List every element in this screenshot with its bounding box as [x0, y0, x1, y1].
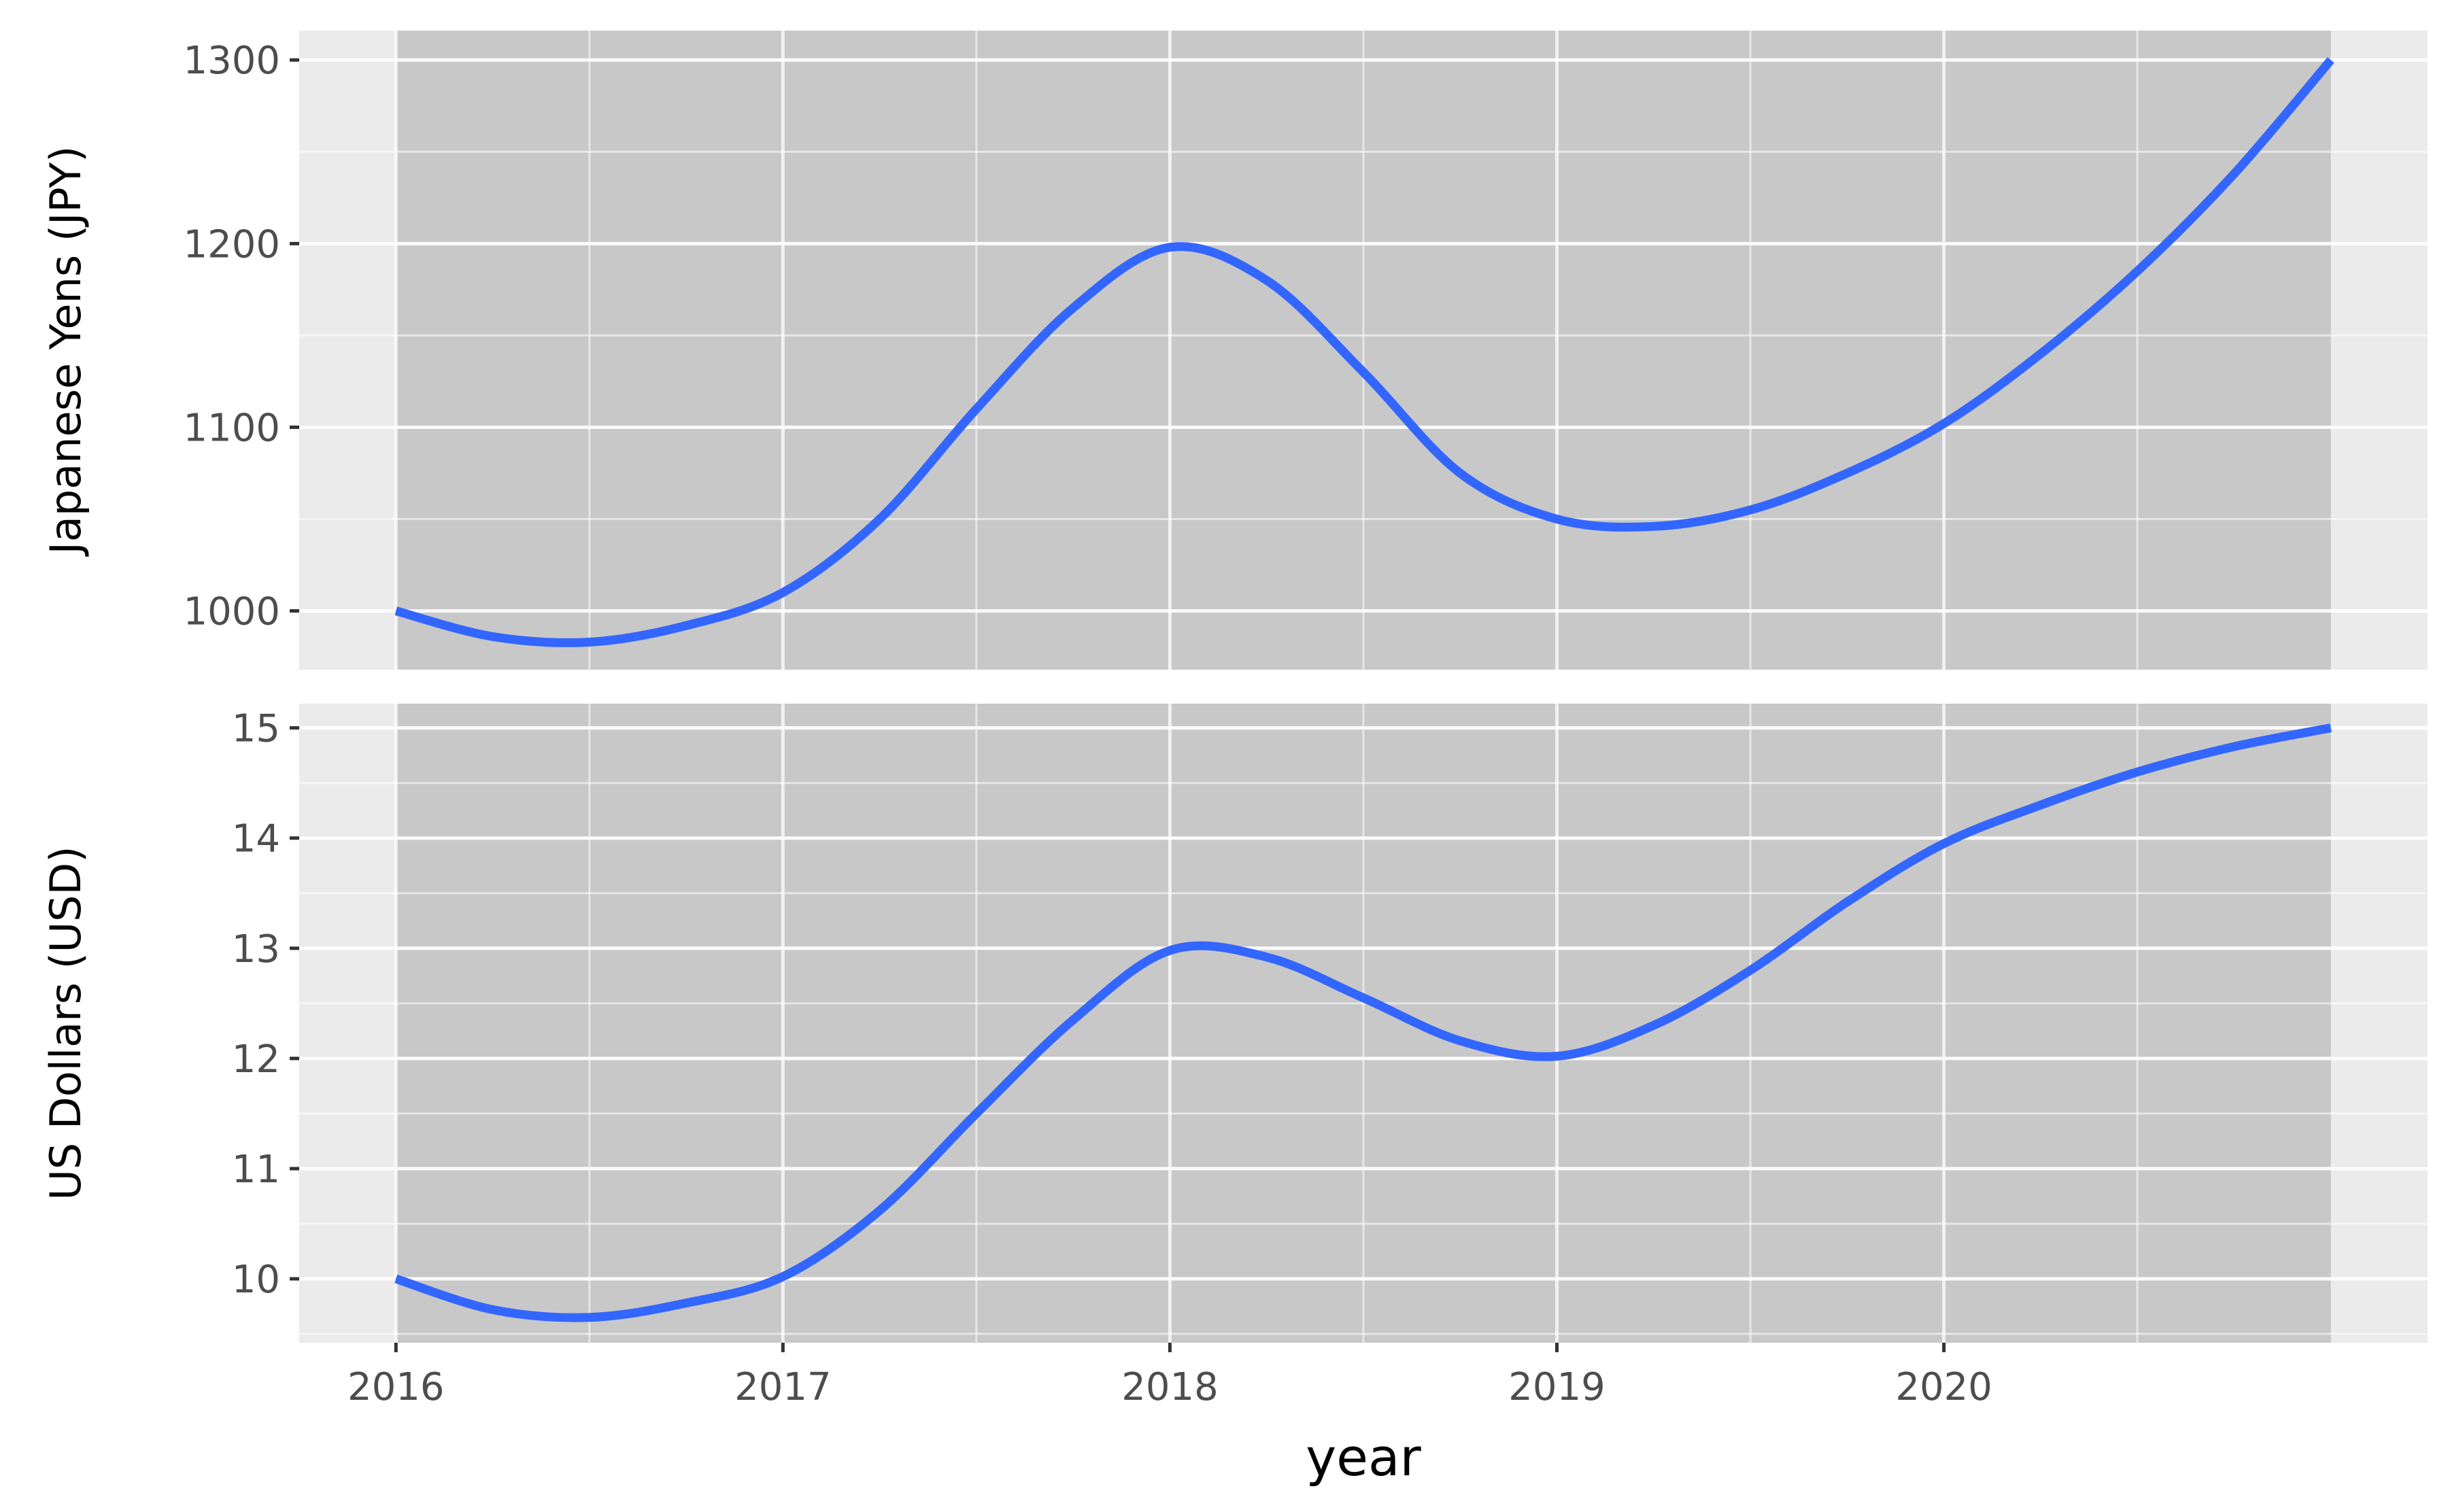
x-tick-label: 2016: [347, 1365, 445, 1409]
y-tick-label: 15: [232, 707, 280, 751]
x-tick-label: 2018: [1121, 1365, 1219, 1409]
y-tick-label: 11: [232, 1148, 280, 1192]
series-line-usd: [394, 723, 2332, 1322]
y-tick-label: 1100: [183, 406, 280, 450]
panel-usd-grid: [299, 704, 2428, 1343]
x-tick-label: 2017: [734, 1365, 832, 1409]
x-tick-label: 2020: [1895, 1365, 1992, 1409]
series-line-jpy: [394, 57, 2334, 647]
y-tick-label: 13: [232, 927, 280, 972]
panel-usd: 10 11 12 13 14 15 US Dollars (USD): [41, 704, 2428, 1343]
y-tick-label: 1200: [183, 222, 280, 267]
y-tick-label: 10: [232, 1258, 280, 1302]
panel-jpy: 1000 1100 1200 1300 Japanese Yens (JPY): [41, 31, 2428, 670]
panel-jpy-grid: [299, 31, 2428, 670]
x-axis-title: year: [1306, 1427, 1421, 1488]
x-tick-label: 2019: [1508, 1365, 1605, 1409]
y-axis-title-jpy: Japanese Yens (JPY): [41, 146, 90, 557]
y-tick-label: 1000: [183, 590, 280, 634]
y-axis-usd: 10 11 12 13 14 15: [232, 707, 299, 1302]
y-axis-title-usd: US Dollars (USD): [41, 846, 90, 1201]
y-axis-jpy: 1000 1100 1200 1300: [183, 39, 299, 634]
y-tick-label: 14: [232, 817, 280, 861]
y-tick-label: 12: [232, 1037, 280, 1082]
x-axis: 2016 2017 2018 2019 2020: [347, 1343, 1992, 1409]
y-tick-label: 1300: [183, 39, 280, 83]
